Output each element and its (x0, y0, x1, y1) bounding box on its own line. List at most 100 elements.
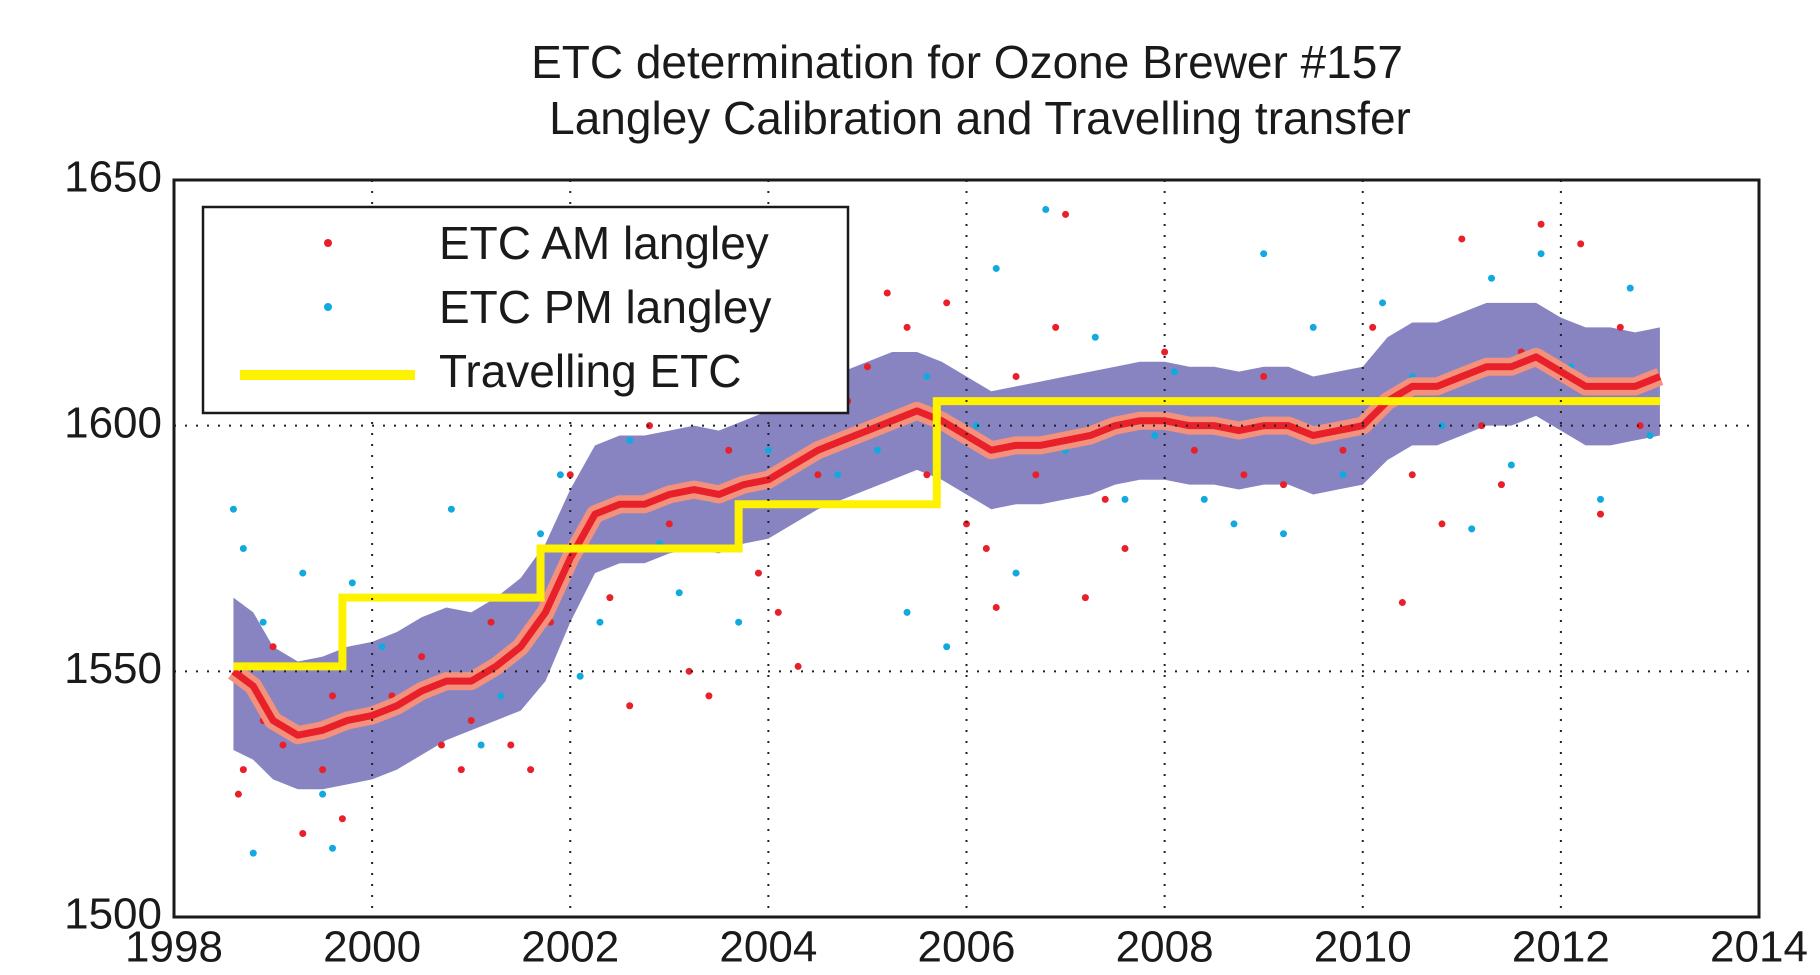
point (1190, 446, 1198, 454)
point (1408, 471, 1416, 479)
legend-label: ETC PM langley (439, 281, 771, 333)
point (249, 849, 257, 857)
x-tick-label: 2010 (1314, 923, 1412, 972)
point (1646, 431, 1654, 439)
point (437, 741, 445, 749)
point (1280, 481, 1287, 489)
point (319, 766, 327, 774)
x-tick-label: 2000 (323, 923, 421, 972)
point (1636, 422, 1644, 430)
chart-title: ETC determination for Ozone Brewer #157 (531, 36, 1403, 88)
point (735, 618, 743, 626)
point (576, 672, 584, 680)
point (497, 692, 505, 700)
point (1438, 422, 1446, 430)
x-tick-label: 2004 (719, 923, 817, 972)
point (527, 766, 535, 774)
point (378, 643, 386, 651)
point (507, 741, 515, 749)
point (299, 829, 307, 837)
point (1398, 599, 1406, 607)
point (1091, 333, 1099, 341)
point (863, 363, 871, 371)
point (299, 569, 307, 577)
point (477, 741, 485, 749)
legend-label: Travelling ETC (439, 345, 741, 397)
point (234, 790, 242, 798)
point (1597, 495, 1604, 503)
point (665, 520, 673, 528)
mean-line (231, 353, 1662, 739)
point (1260, 373, 1268, 381)
x-tick-label: 2006 (918, 923, 1016, 972)
point (1537, 220, 1545, 228)
axes-box (172, 178, 1761, 919)
point (1062, 210, 1070, 218)
legend-marker (324, 303, 332, 311)
plot-layer (228, 205, 1664, 857)
x-tick-label: 2012 (1512, 923, 1610, 972)
point (1497, 481, 1505, 489)
point (319, 790, 327, 798)
point (239, 545, 247, 552)
y-tick-label: 1600 (64, 398, 162, 447)
x-tick-label: 2008 (1116, 923, 1214, 972)
point (1230, 520, 1238, 528)
point (992, 264, 1000, 272)
point (1626, 284, 1634, 292)
point (725, 446, 733, 454)
point (1121, 545, 1129, 552)
y-tick-label: 1500 (64, 890, 162, 939)
point (1369, 323, 1377, 331)
point (338, 815, 346, 823)
point (1012, 373, 1020, 381)
point (269, 643, 277, 651)
point (556, 471, 564, 479)
y-tick-label: 1550 (64, 644, 162, 693)
point (348, 579, 356, 587)
point (1081, 594, 1089, 602)
point (1171, 368, 1179, 376)
point (626, 436, 634, 444)
point (596, 618, 604, 626)
point (1339, 446, 1347, 454)
point (626, 702, 634, 710)
point (1468, 525, 1476, 533)
point (1032, 471, 1040, 479)
point (1240, 471, 1248, 479)
point (566, 471, 574, 479)
point (1577, 240, 1585, 248)
point (1280, 530, 1287, 538)
point (1309, 323, 1317, 331)
point (774, 608, 782, 616)
x-tick-label: 2002 (521, 923, 619, 972)
step-line (233, 397, 1660, 671)
point (1121, 495, 1129, 503)
x-tick-label: 1998 (125, 923, 223, 972)
point (239, 766, 247, 774)
point (1260, 250, 1268, 258)
point (943, 299, 951, 307)
point (537, 530, 545, 538)
point (834, 471, 842, 479)
point (447, 505, 455, 513)
point (873, 446, 881, 454)
point (229, 505, 237, 513)
point (1597, 510, 1604, 518)
point (487, 618, 495, 626)
x-tick-label: 2014 (1710, 923, 1808, 972)
point (963, 520, 970, 528)
point (1200, 495, 1208, 503)
point (982, 545, 990, 552)
point (675, 589, 683, 597)
point (1379, 299, 1387, 307)
point (764, 446, 772, 454)
chart-subtitle: Langley Calibration and Travelling trans… (549, 92, 1411, 144)
point (923, 471, 931, 479)
point (814, 471, 822, 479)
point (794, 662, 802, 670)
point (705, 692, 713, 700)
y-tick-label: 1650 (64, 153, 162, 202)
point (259, 618, 267, 626)
legend-label: ETC AM langley (439, 217, 769, 269)
